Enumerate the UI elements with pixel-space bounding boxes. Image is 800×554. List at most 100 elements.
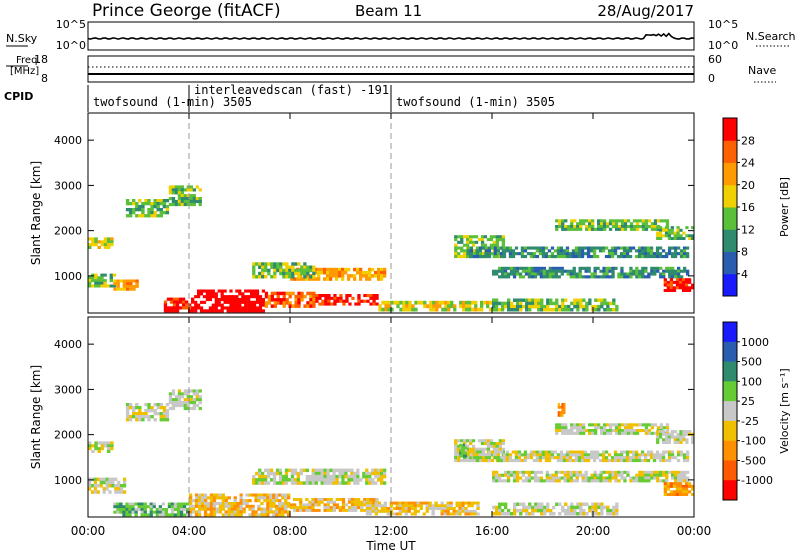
heatmap-cell xyxy=(679,435,683,439)
heatmap-cell xyxy=(468,300,472,305)
heatmap-cell xyxy=(94,444,98,448)
heatmap-cell xyxy=(626,225,631,229)
heatmap-cell xyxy=(530,275,535,279)
heatmap-cell xyxy=(659,231,663,235)
heatmap-cell xyxy=(156,214,160,218)
heatmap-cell xyxy=(214,309,218,313)
heatmap-cell xyxy=(625,246,630,250)
heatmap-cell xyxy=(227,496,231,500)
nave-tick-0: 0 xyxy=(708,72,715,85)
heatmap-cell xyxy=(380,507,384,510)
heatmap-cell xyxy=(125,199,130,203)
heatmap-cell xyxy=(469,255,474,259)
heatmap-cell xyxy=(541,453,546,457)
heatmap-cell xyxy=(489,300,493,305)
heatmap-cell xyxy=(501,235,505,239)
heatmap-cell xyxy=(677,269,681,273)
heatmap-cell xyxy=(88,480,92,485)
heatmap-cell xyxy=(501,479,505,483)
heatmap-cell xyxy=(619,459,624,463)
heatmap-cell xyxy=(563,479,567,483)
heatmap-cell xyxy=(235,306,239,310)
heatmap-cell xyxy=(678,493,683,496)
heatmap-cell xyxy=(486,300,490,305)
heatmap-cell xyxy=(666,289,670,292)
heatmap-cell xyxy=(579,431,583,435)
heatmap-cell xyxy=(155,508,159,511)
heatmap-cell xyxy=(570,219,574,223)
heatmap-cell xyxy=(686,272,690,276)
heatmap-cell xyxy=(650,470,654,474)
heatmap-cell xyxy=(462,304,466,309)
heatmap-cell xyxy=(466,243,470,247)
heatmap-cell xyxy=(244,289,248,293)
heatmap-cell xyxy=(478,249,483,253)
heatmap-cell xyxy=(588,508,592,513)
heatmap-cell xyxy=(155,513,159,517)
heatmap-cell xyxy=(258,295,263,299)
heatmap-cell xyxy=(293,277,297,281)
heatmap-cell xyxy=(614,227,619,231)
heatmap-cell xyxy=(138,208,142,212)
heatmap-cell xyxy=(498,444,502,448)
heatmap-cell xyxy=(251,510,255,514)
heatmap-cell xyxy=(296,277,300,281)
heatmap-cell xyxy=(178,297,183,301)
heatmap-cell xyxy=(663,490,667,494)
heatmap-cell xyxy=(353,478,357,482)
heatmap-cell xyxy=(620,473,624,477)
heatmap-cell xyxy=(206,507,211,511)
heatmap-cell xyxy=(212,510,217,514)
heatmap-cell xyxy=(647,272,651,276)
heatmap-cell xyxy=(244,300,248,304)
heatmap-cell xyxy=(600,304,604,309)
heatmap-cell xyxy=(593,476,597,480)
heatmap-cell xyxy=(279,271,283,276)
heatmap-cell xyxy=(212,499,217,503)
heatmap-cell xyxy=(498,505,502,510)
heatmap-cell xyxy=(206,513,211,517)
heatmap-cell xyxy=(614,222,619,226)
heatmap-cell xyxy=(152,502,156,506)
heatmap-cell xyxy=(279,291,283,296)
heatmap-cell xyxy=(229,295,233,299)
heatmap-cell xyxy=(192,389,196,393)
heatmap-cell xyxy=(505,249,510,253)
heatmap-cell xyxy=(561,298,565,302)
heatmap-cell xyxy=(475,459,480,463)
heatmap-cell xyxy=(667,456,672,460)
heatmap-cell xyxy=(250,295,254,299)
heatmap-cell xyxy=(554,476,558,480)
heatmap-cell xyxy=(674,470,678,474)
power-y-label: Slant Range [km] xyxy=(29,161,43,265)
heatmap-cell xyxy=(599,476,603,480)
heatmap-cell xyxy=(548,269,552,273)
heatmap-cell xyxy=(94,240,98,244)
heatmap-cell xyxy=(519,304,523,309)
heatmap-cell xyxy=(680,473,684,477)
heatmap-cell xyxy=(197,289,201,293)
heatmap-cell xyxy=(572,269,576,273)
heatmap-cell xyxy=(676,226,680,230)
heatmap-cell xyxy=(323,498,327,501)
heatmap-cell xyxy=(138,205,142,209)
heatmap-cell xyxy=(678,286,683,290)
heatmap-cell xyxy=(197,502,202,506)
heatmap-cell xyxy=(431,512,435,516)
heatmap-cell xyxy=(490,252,495,256)
heatmap-cell xyxy=(214,295,218,299)
heatmap-cell xyxy=(467,504,471,508)
heatmap-cell xyxy=(103,273,107,277)
heatmap-cell xyxy=(495,473,499,477)
heatmap-cell xyxy=(685,453,690,457)
heatmap-cell xyxy=(564,308,568,312)
heatmap-cell xyxy=(189,202,193,207)
heatmap-cell xyxy=(226,295,230,299)
heatmap-cell xyxy=(576,423,580,427)
heatmap-cell xyxy=(288,294,292,299)
heatmap-cell xyxy=(625,453,630,457)
heatmap-cell xyxy=(484,246,489,250)
heatmap-cell xyxy=(141,214,145,218)
heatmap-cell xyxy=(174,188,179,192)
heatmap-cell xyxy=(197,306,201,310)
